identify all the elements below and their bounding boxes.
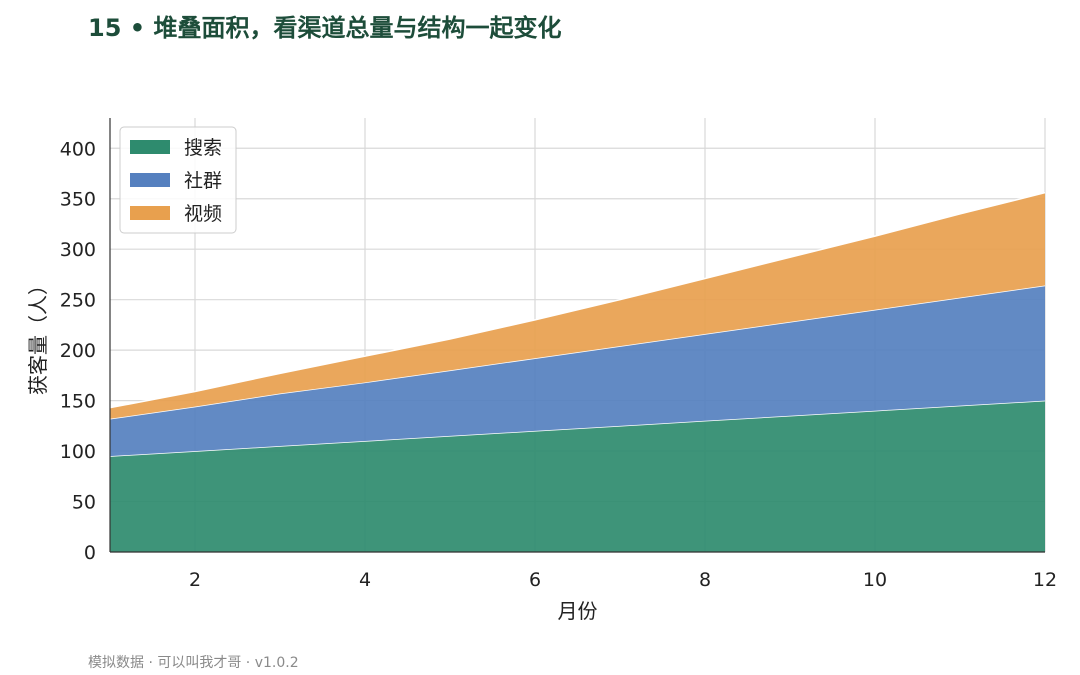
y-tick-label: 200: [60, 340, 96, 362]
y-axis-label: 获客量（人）: [26, 275, 50, 395]
legend-swatch: [130, 173, 170, 187]
y-tick-label: 350: [60, 189, 96, 211]
area-搜索: [110, 400, 1045, 552]
legend-swatch: [130, 140, 170, 154]
x-tick-label: 2: [189, 569, 201, 591]
legend-label: 视频: [184, 203, 222, 225]
legend-label: 搜索: [184, 137, 222, 159]
area-社群: [110, 285, 1045, 457]
area-视频: [110, 192, 1045, 419]
y-tick-label: 50: [72, 492, 96, 514]
area-edge-视频: [109, 191, 1046, 409]
y-tick-label: 100: [60, 441, 96, 463]
x-tick-label: 10: [863, 569, 887, 591]
y-tick-label: 400: [60, 138, 96, 160]
footer-note: 模拟数据 · 可以叫我才哥 · v1.0.2: [88, 655, 299, 671]
y-tick-label: 0: [84, 542, 96, 564]
area-series: [109, 191, 1046, 552]
x-tick-label: 8: [699, 569, 711, 591]
y-tick-label: 250: [60, 290, 96, 312]
y-tick-label: 150: [60, 391, 96, 413]
x-tick-label: 4: [359, 569, 371, 591]
legend-label: 社群: [184, 170, 222, 192]
legend-swatch: [130, 206, 170, 220]
x-axis-label: 月份: [558, 599, 598, 623]
x-tick-label: 6: [529, 569, 541, 591]
y-tick-label: 300: [60, 239, 96, 261]
x-tick-label: 12: [1033, 569, 1057, 591]
page-title: 15 • 堆叠面积，看渠道总量与结构一起变化: [88, 14, 562, 42]
